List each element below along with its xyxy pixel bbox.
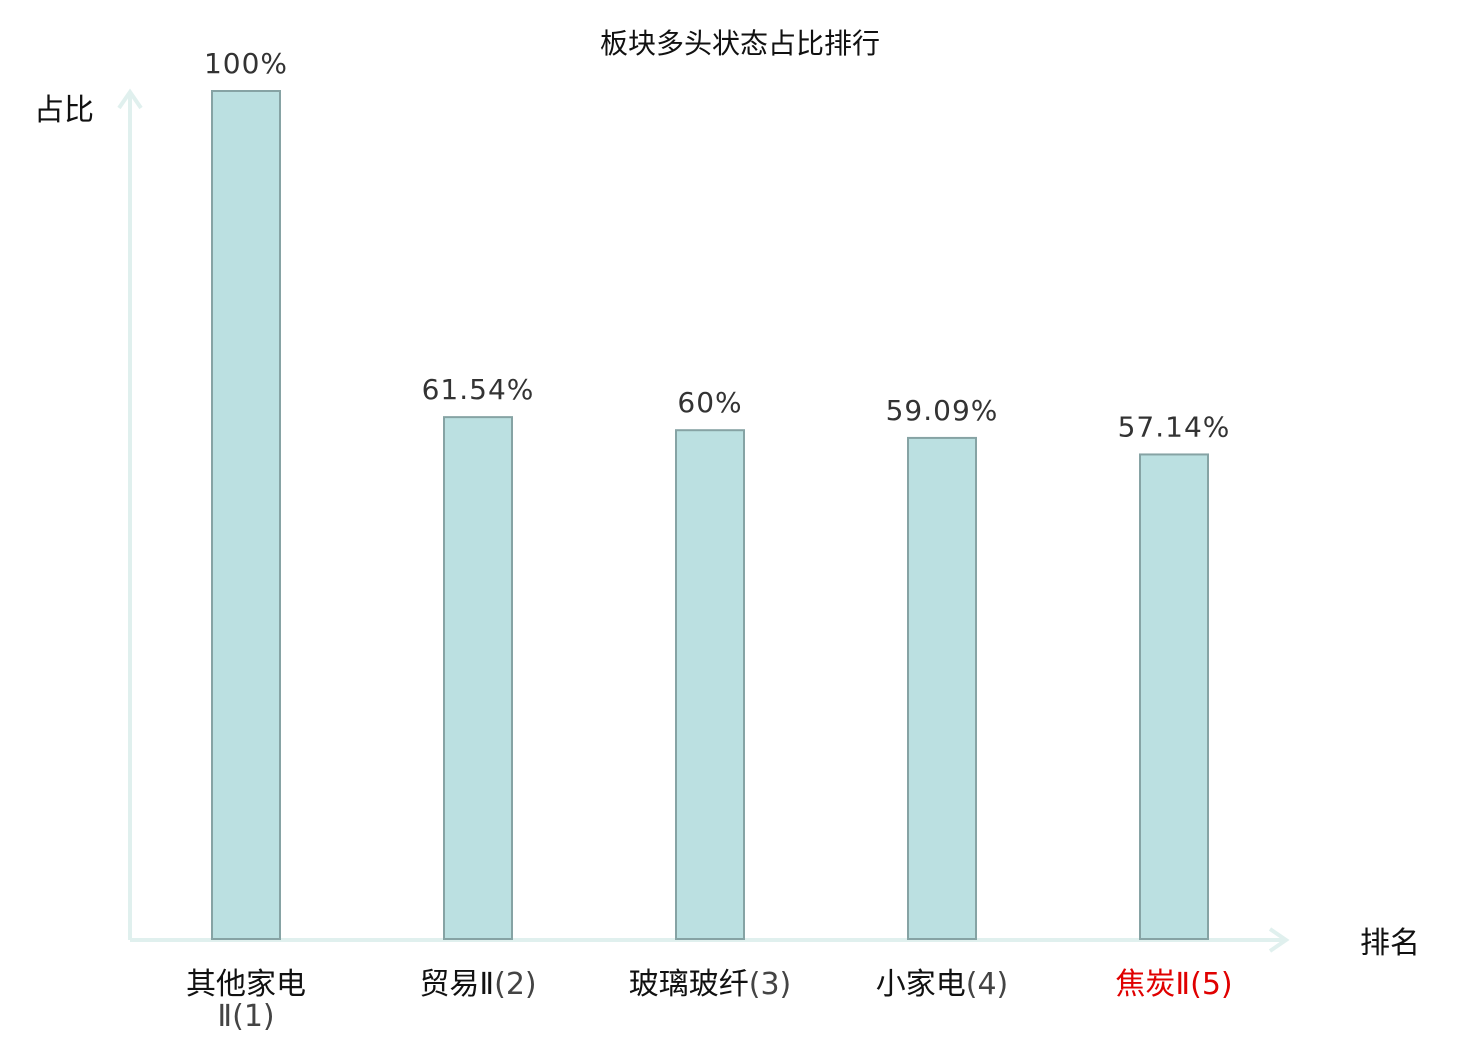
data-label: 100%	[204, 47, 288, 80]
value-labels: 100% 61.54% 60% 59.09% 57.14%	[204, 47, 1231, 443]
y-axis-title: 占比	[34, 93, 94, 128]
x-tick-label: 焦炭Ⅱ(5)	[1115, 967, 1232, 1002]
bar	[907, 436, 977, 940]
chart-title: 板块多头状态占比排行	[600, 27, 880, 60]
x-axis-title: 排名	[1360, 926, 1420, 961]
y-axis	[117, 88, 143, 940]
bar	[443, 416, 513, 940]
x-tick-label: 其他家电 Ⅱ(1)	[186, 967, 306, 1034]
data-label: 57.14%	[1118, 410, 1231, 443]
y-axis-arrow-icon	[117, 88, 143, 110]
bar	[211, 90, 281, 940]
bars	[211, 90, 1209, 940]
category-labels: 其他家电 Ⅱ(1) 贸易Ⅱ(2) 玻璃玻纤(3) 小家电(4) 焦炭Ⅱ(5)	[186, 967, 1233, 1034]
data-label: 61.54%	[422, 373, 535, 406]
x-tick-label: 玻璃玻纤(3)	[629, 967, 792, 1002]
x-tick-label: 贸易Ⅱ(2)	[419, 967, 536, 1002]
x-tick-label: 小家电(4)	[876, 967, 1009, 1002]
x-axis-arrow-icon	[1268, 927, 1290, 953]
data-label: 60%	[677, 386, 742, 419]
bar	[675, 429, 745, 940]
x-axis	[130, 927, 1290, 953]
data-label: 59.09%	[886, 394, 999, 427]
bar	[1139, 453, 1209, 940]
